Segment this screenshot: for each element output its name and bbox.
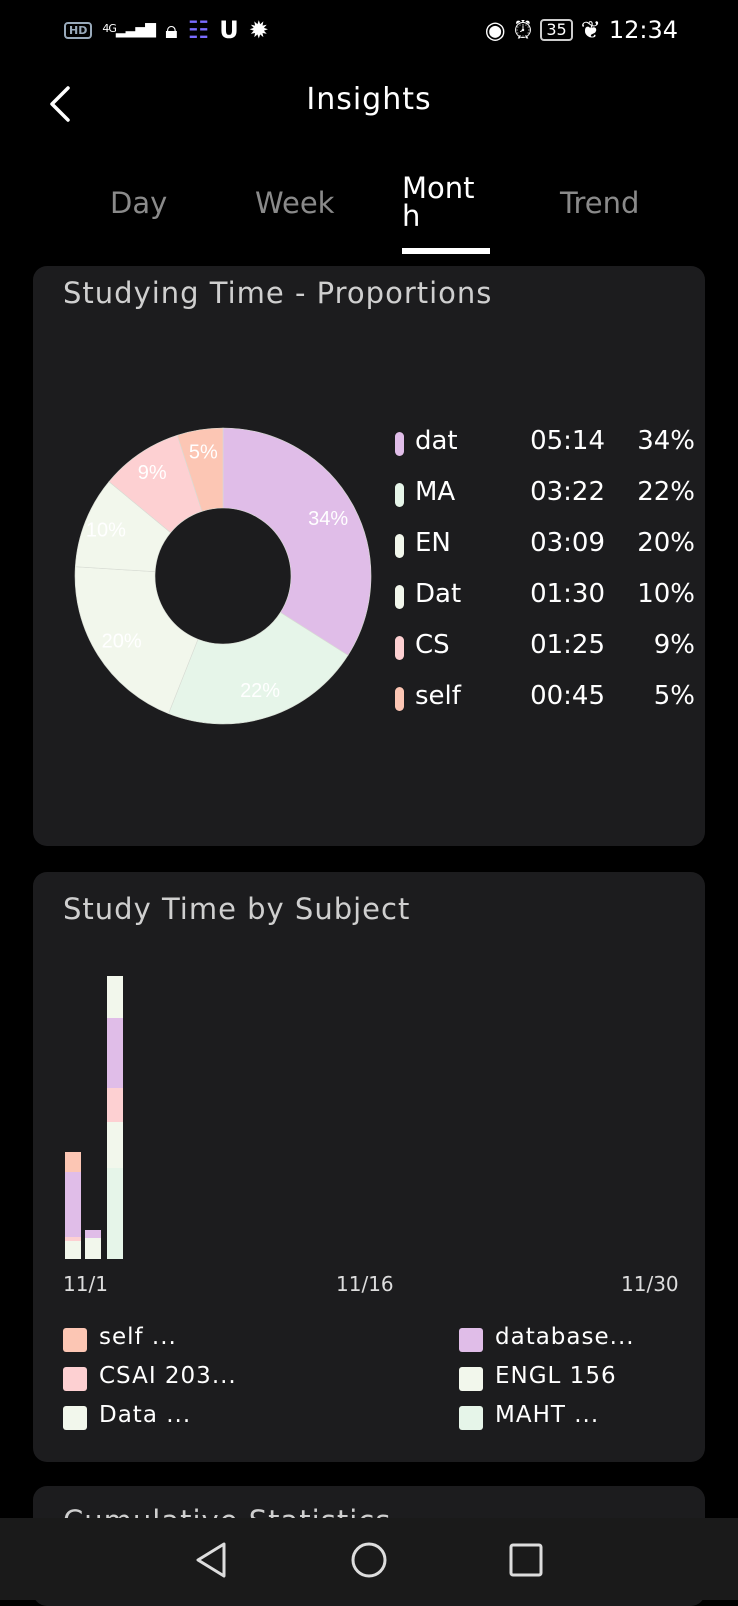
legend-swatch — [395, 687, 404, 711]
pie-slice — [168, 612, 349, 725]
bar-segment — [65, 1237, 81, 1241]
bar-segment — [65, 1152, 81, 1172]
bar-segment — [107, 1018, 123, 1088]
legend-swatch — [395, 636, 404, 660]
legend-swatch — [395, 534, 404, 558]
legend-label: database... — [495, 1324, 635, 1350]
pie-legend-row: MA 03:22 22% — [395, 477, 695, 513]
pie-slice-label: 9% — [138, 462, 167, 484]
stacked-bar-chart — [65, 976, 123, 1259]
u-icon: U — [219, 16, 239, 44]
battery-icon: 35 — [540, 19, 573, 41]
back-arrow-icon[interactable] — [44, 82, 84, 126]
pie-legend-row: EN 03:09 20% — [395, 528, 695, 564]
pie-slice — [74, 566, 199, 714]
lock-icon: 🔒︎ — [164, 16, 178, 44]
legend-swatch — [459, 1406, 483, 1430]
legend-time: 03:22 — [530, 477, 605, 507]
x-tick-label: 11/16 — [336, 1272, 394, 1296]
pie-legend-row: self 00:45 5% — [395, 681, 695, 717]
status-bar: HD 4G▂▃▅▇ 🔒︎ ☷ U ✹ ◉ ⏰︎ 35 ❦ 12:34 — [0, 0, 738, 60]
x-tick-label: 11/30 — [621, 1272, 679, 1296]
page-title: Insights — [306, 82, 432, 117]
legend-percent: 34% — [637, 426, 695, 456]
legend-time: 00:45 — [530, 681, 605, 711]
pie-slice-label: 5% — [189, 442, 218, 464]
subject-card: Study Time by Subject 11/1 11/16 11/30 s… — [33, 872, 705, 1462]
bar-segment — [85, 1238, 101, 1259]
back-nav-icon[interactable] — [192, 1540, 232, 1580]
legend-label: CS — [415, 630, 450, 660]
pie-legend-row: Dat 01:30 10% — [395, 579, 695, 615]
proportions-title: Studying Time - Proportions — [63, 276, 493, 310]
pie-slice-label: 20% — [102, 630, 142, 652]
pie-legend-row: CS 01:25 9% — [395, 630, 695, 666]
pie-slice — [176, 427, 224, 512]
eye-icon: ◉ — [484, 16, 506, 44]
legend-time: 05:14 — [530, 426, 605, 456]
pie-slice-label: 22% — [240, 680, 280, 702]
pie-legend-row: dat 05:14 34% — [395, 426, 695, 462]
bar-segment — [85, 1230, 101, 1238]
legend-label: self — [415, 681, 461, 711]
legend-percent: 22% — [637, 477, 695, 507]
legend-swatch — [395, 483, 404, 507]
legend-swatch — [459, 1328, 483, 1352]
tab-week[interactable]: Week — [255, 186, 335, 220]
bar-segment — [107, 1168, 123, 1259]
legend-time: 03:09 — [530, 528, 605, 558]
clock-time: 12:34 — [608, 16, 678, 44]
bar-segment — [107, 1122, 123, 1168]
proportions-card: Studying Time - Proportions 34% 22% 20% 10%… — [33, 266, 705, 846]
tab-trend[interactable]: Trend — [560, 186, 640, 220]
legend-percent: 5% — [653, 681, 695, 711]
hd-badge: HD — [64, 21, 93, 39]
tab-month[interactable]: Mont h — [402, 171, 475, 233]
legend-label: MA — [415, 477, 456, 507]
legend-swatch — [63, 1328, 87, 1352]
system-nav-bar — [0, 1518, 738, 1600]
bar-segment — [65, 1172, 81, 1237]
signal-icon: 4G▂▃▅▇ — [102, 22, 156, 38]
legend-label: MAHT ... — [495, 1402, 600, 1428]
legend-swatch — [63, 1406, 87, 1430]
subject-title: Study Time by Subject — [63, 892, 411, 926]
legend-percent: 9% — [653, 630, 695, 660]
pie-slice-label: 34% — [308, 508, 348, 530]
legend-label: EN — [415, 528, 451, 558]
tab-active-indicator — [402, 248, 490, 254]
legend-label: Data ... — [99, 1402, 192, 1428]
legend-label: CSAI 203... — [99, 1363, 237, 1389]
pie-slice-label: 10% — [86, 520, 126, 542]
legend-label: ENGL 156 — [495, 1363, 617, 1389]
tab-day[interactable]: Day — [110, 186, 168, 220]
bar-segment — [107, 1088, 123, 1122]
bar-segment — [65, 1241, 81, 1259]
home-nav-icon[interactable] — [349, 1540, 389, 1580]
legend-swatch — [459, 1367, 483, 1391]
legend-label: self ... — [99, 1324, 177, 1350]
legend-swatch — [395, 432, 404, 456]
network-label: 4G — [102, 22, 116, 35]
legend-swatch — [395, 585, 404, 609]
legend-swatch — [63, 1367, 87, 1391]
bar-segment — [107, 976, 123, 1018]
alarm-icon: ⏰︎ — [513, 16, 533, 44]
legend-percent: 10% — [637, 579, 695, 609]
list-icon: ☷ — [187, 16, 210, 44]
gear-icon: ✹ — [248, 16, 269, 44]
recents-nav-icon[interactable] — [506, 1540, 546, 1580]
legend-time: 01:25 — [530, 630, 605, 660]
legend-time: 01:30 — [530, 579, 605, 609]
donut-chart: 34% 22% 20% 10% 9% 5% — [74, 427, 372, 725]
legend-percent: 20% — [637, 528, 695, 558]
legend-label: Dat — [415, 579, 462, 609]
legend-label: dat — [415, 426, 458, 456]
pie-slice — [222, 427, 372, 656]
x-tick-label: 11/1 — [63, 1272, 108, 1296]
leaf-icon: ❦ — [580, 16, 601, 44]
